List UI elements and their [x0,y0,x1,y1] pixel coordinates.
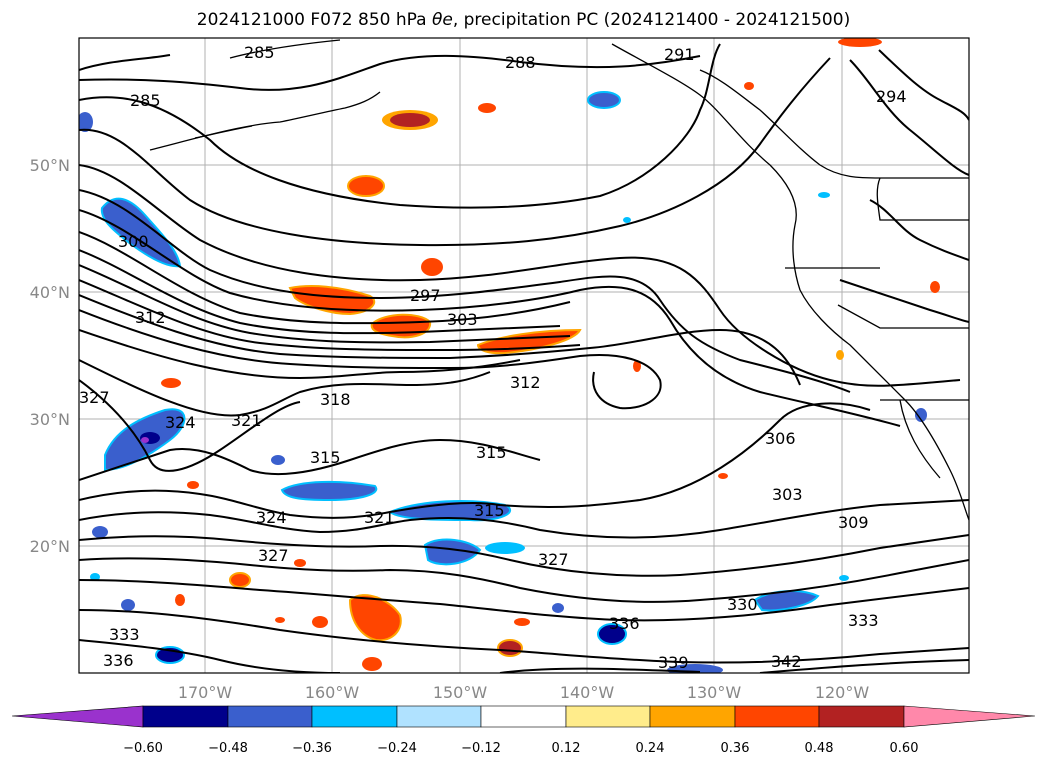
lon-tick: 120°W [815,683,870,702]
colorbar-bin [734,705,820,728]
contour-label: 336 [609,614,640,633]
colorbar-bin [396,705,482,728]
contour-labels: 285 288 291 294 285 300 297 303 312 327 … [79,43,907,672]
colorbar-bin [480,705,567,728]
contour-label: 312 [135,308,166,327]
colorbar-tick: 0.48 [805,741,834,756]
contour-label: 291 [664,45,695,64]
contour-label: 324 [165,413,196,432]
contour-label: 336 [103,651,134,670]
contour-label: 309 [838,513,869,532]
plot-area [79,38,969,673]
contour-label: 321 [231,411,262,430]
colorbar-tick: −0.36 [292,741,332,756]
colorbar-tick: 0.24 [636,741,665,756]
latitude-labels: 50°N 40°N 30°N 20°N [30,156,70,556]
contour-label: 327 [258,546,289,565]
lat-tick: 40°N [30,283,70,302]
colorbar-extend-low [11,705,144,728]
coastlines [149,39,969,521]
lon-tick: 150°W [433,683,488,702]
lon-tick: 140°W [560,683,615,702]
lat-tick: 30°N [30,410,70,429]
contour-label: 318 [320,390,351,409]
contour-label: 333 [848,611,879,630]
colorbar-tick: 0.12 [552,741,581,756]
contour-label: 288 [505,53,536,72]
contour-label: 312 [510,373,541,392]
colorbar-tick: −0.48 [208,741,248,756]
contour-label: 327 [538,550,569,569]
contour-label: 339 [658,653,689,672]
contour-label: 342 [771,652,802,671]
lon-tick: 130°W [687,683,742,702]
contour-label: 297 [410,286,441,305]
theta-e-contours [79,43,969,673]
contour-label: 330 [727,595,758,614]
contour-label: 303 [447,310,478,329]
colorbar-tick: −0.60 [123,741,163,756]
contour-label: 306 [765,429,796,448]
contour-label: 303 [772,485,803,504]
colorbar-bin [818,705,905,728]
contour-label: 333 [109,625,140,644]
contour-label: 321 [364,508,395,527]
contour-label: 294 [876,87,907,106]
colorbar-bin [142,705,229,728]
contour-label: 315 [310,448,341,467]
colorbar [11,705,1036,728]
contour-label: 315 [476,443,507,462]
colorbar-bin [649,705,736,728]
colorbar-bin [565,705,651,728]
lat-tick: 50°N [30,156,70,175]
map-title: 2024121000 F072 850 hPa θe, precipitatio… [196,10,851,30]
plot-frame [78,37,970,674]
colorbar-tick: −0.24 [377,741,417,756]
contour-label: 324 [256,508,287,527]
colorbar-extend-high [903,705,1036,728]
colorbar-tick: 0.60 [890,741,919,756]
contour-label: 315 [474,501,505,520]
colorbar-bin [311,705,398,728]
contour-label: 300 [118,232,149,251]
longitude-labels: 170°W 160°W 150°W 140°W 130°W 120°W [178,683,870,702]
contour-label: 327 [79,388,110,407]
contour-label: 285 [130,91,161,110]
lat-tick: 20°N [30,537,70,556]
colorbar-ticks: −0.60 −0.48 −0.36 −0.24 −0.12 0.12 0.24 … [123,741,918,756]
lon-tick: 170°W [178,683,233,702]
lon-tick: 160°W [305,683,360,702]
colorbar-bin [227,705,313,728]
colorbar-tick: −0.12 [461,741,501,756]
contour-label: 285 [244,43,275,62]
colorbar-tick: 0.36 [721,741,750,756]
